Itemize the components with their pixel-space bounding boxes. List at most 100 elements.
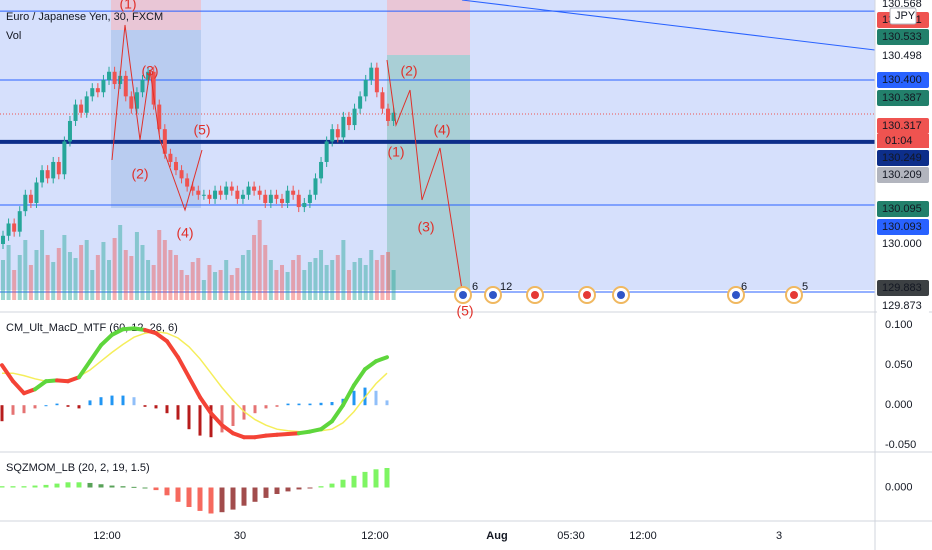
sqz-bar bbox=[329, 483, 335, 488]
candle bbox=[95, 88, 100, 93]
volume-bar bbox=[112, 238, 117, 300]
price-label: 130.000 bbox=[882, 238, 922, 250]
sqz-bar bbox=[285, 487, 291, 492]
macd-hist bbox=[352, 390, 356, 406]
volume-bar bbox=[179, 270, 184, 300]
candle bbox=[84, 96, 89, 113]
price-label: 130.095 bbox=[882, 203, 922, 215]
wave-label: (4) bbox=[176, 225, 193, 241]
macd-hist bbox=[231, 405, 235, 426]
sqz-bar bbox=[76, 482, 82, 488]
macd-hist bbox=[165, 405, 169, 414]
candle bbox=[17, 211, 22, 232]
candle bbox=[240, 194, 245, 199]
candle bbox=[179, 170, 184, 179]
price-label: 130.387 bbox=[882, 92, 922, 104]
macd-hist bbox=[385, 400, 389, 406]
candle bbox=[386, 108, 391, 121]
volume-bar bbox=[12, 270, 17, 300]
macd-line bbox=[99, 332, 114, 348]
macd-hist bbox=[143, 405, 147, 407]
candle bbox=[291, 190, 296, 195]
price-label-bg bbox=[877, 48, 929, 64]
volume-bar bbox=[51, 262, 56, 300]
sqz-bar bbox=[186, 487, 192, 507]
price-label: 130.498 bbox=[882, 50, 922, 62]
volume-bar bbox=[285, 272, 290, 300]
candle bbox=[380, 92, 385, 109]
candle bbox=[307, 194, 312, 203]
sqz-bar bbox=[362, 471, 368, 488]
candle bbox=[12, 223, 17, 232]
time-label: 12:00 bbox=[361, 530, 389, 542]
volume-bar bbox=[17, 255, 22, 300]
volume-bar bbox=[196, 258, 201, 300]
volume-bar bbox=[173, 255, 178, 300]
volume-bar bbox=[335, 255, 340, 300]
price-label-bg bbox=[877, 219, 929, 235]
volume-bar bbox=[307, 262, 312, 300]
macd-hist bbox=[33, 405, 37, 409]
volume-bar bbox=[40, 230, 45, 300]
macd-tick: 0.000 bbox=[885, 399, 913, 411]
sqz-bar bbox=[164, 487, 170, 496]
volume-bar bbox=[218, 270, 223, 300]
macd-hist bbox=[110, 395, 114, 406]
wave-label: (5) bbox=[193, 122, 210, 138]
macd-line bbox=[352, 367, 367, 388]
volume-bar bbox=[101, 242, 106, 300]
macd-tick: 0.100 bbox=[885, 319, 913, 331]
candle bbox=[62, 141, 67, 175]
price-label: 130.317 bbox=[882, 120, 922, 132]
volume-bar bbox=[134, 232, 139, 300]
candle bbox=[319, 161, 324, 179]
price-label: 130.400 bbox=[882, 74, 922, 86]
volume-bar bbox=[168, 250, 173, 300]
sqz-bar bbox=[318, 486, 324, 488]
candle bbox=[40, 170, 45, 183]
price-label-bg bbox=[877, 298, 929, 314]
sqz-bar bbox=[0, 486, 5, 488]
volume-bar bbox=[240, 255, 245, 300]
macd-line bbox=[77, 359, 92, 380]
macd-hist bbox=[374, 390, 378, 406]
candle bbox=[280, 198, 284, 203]
wave-label: (1) bbox=[387, 144, 404, 160]
volume-bar bbox=[324, 265, 329, 300]
trend-line bbox=[461, 0, 876, 51]
volume-bar bbox=[34, 250, 39, 300]
candle bbox=[51, 161, 56, 179]
volume-bar bbox=[374, 260, 379, 300]
volume-bar bbox=[391, 270, 396, 300]
volume-bar bbox=[118, 225, 123, 300]
event-dot bbox=[617, 291, 625, 299]
event-dot bbox=[790, 291, 798, 299]
macd-hist bbox=[187, 405, 191, 430]
macd-hist bbox=[253, 405, 257, 414]
volume-bar bbox=[185, 275, 190, 300]
volume-bar bbox=[296, 255, 301, 300]
sqz-bar bbox=[307, 487, 313, 489]
macd-hist bbox=[209, 405, 213, 438]
candle bbox=[274, 194, 279, 199]
candle bbox=[56, 161, 61, 175]
macd-hist bbox=[55, 403, 59, 406]
candle bbox=[79, 104, 84, 113]
volume-bar bbox=[352, 262, 357, 300]
price-label: 129.873 bbox=[882, 300, 922, 312]
candle bbox=[168, 153, 173, 162]
candle bbox=[67, 120, 72, 142]
candle bbox=[173, 161, 178, 171]
wave-label: (2) bbox=[131, 166, 148, 182]
volume-bar bbox=[84, 240, 89, 300]
symbol-title: Euro / Japanese Yen, 30, FXCM bbox=[6, 11, 163, 23]
volume-bar bbox=[224, 260, 229, 300]
volume-bar bbox=[229, 275, 234, 300]
candle bbox=[151, 71, 156, 105]
candle bbox=[157, 104, 162, 130]
event-dot bbox=[489, 291, 497, 299]
macd-line bbox=[198, 395, 213, 416]
sqz-bar bbox=[109, 485, 115, 488]
candle bbox=[268, 194, 273, 203]
candle bbox=[285, 190, 290, 203]
